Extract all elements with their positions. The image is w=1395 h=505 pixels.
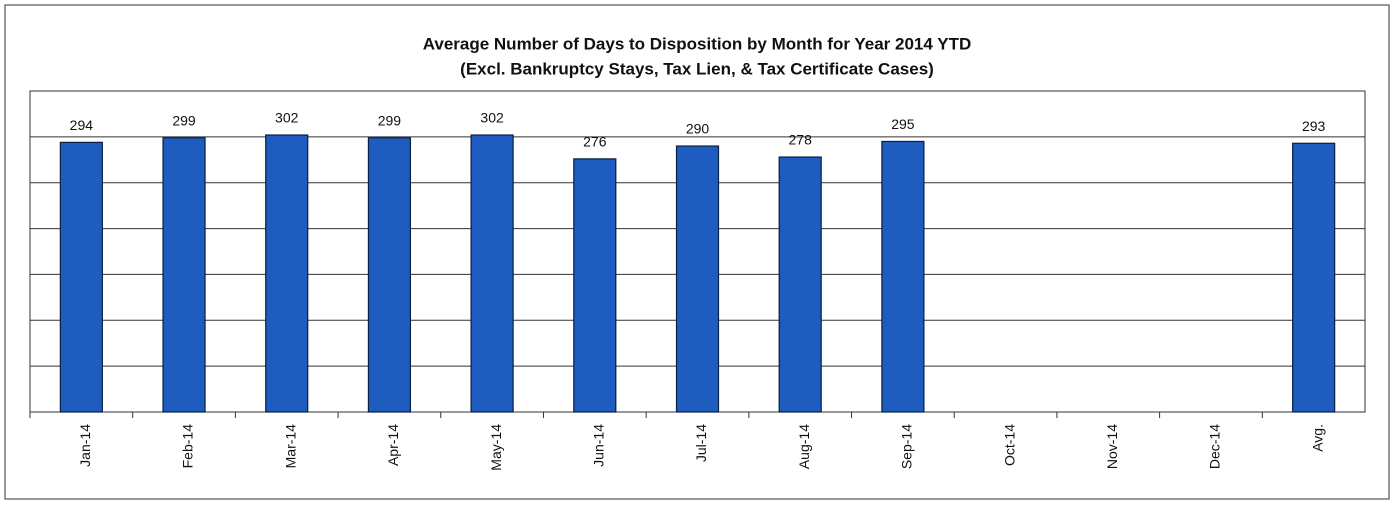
bar [59, 141, 103, 413]
chart-frame [4, 4, 1390, 500]
x-tick-label: Apr-14 [385, 424, 401, 466]
bar [573, 158, 617, 413]
x-tick-label: Dec-14 [1207, 424, 1223, 469]
data-label: 299 [172, 112, 196, 128]
x-tick-label: Aug-14 [796, 424, 812, 469]
x-tick-label: Nov-14 [1104, 424, 1120, 469]
data-label: 299 [378, 112, 402, 128]
x-tick-label: Jun-14 [591, 424, 607, 467]
data-label: 294 [70, 117, 94, 133]
x-tick-label: Oct-14 [1001, 424, 1017, 466]
x-tick-label: Mar-14 [282, 424, 298, 469]
x-tick-label: Jul-14 [693, 424, 709, 462]
chart-subtitle: (Excl. Bankruptcy Stays, Tax Lien, & Tax… [460, 59, 934, 78]
bar [265, 134, 309, 413]
x-tick-label: Feb-14 [180, 424, 196, 469]
x-tick-label: Sep-14 [899, 424, 915, 469]
x-tick-label: May-14 [488, 424, 504, 471]
x-tick-label: Jan-14 [77, 424, 93, 467]
data-label: 302 [480, 110, 504, 126]
chart-title: Average Number of Days to Disposition by… [423, 34, 972, 53]
x-tick-label: Avg. [1309, 424, 1325, 452]
data-label: 276 [583, 134, 607, 150]
data-label: 302 [275, 110, 299, 126]
bar [1292, 142, 1336, 413]
bar [881, 140, 925, 413]
data-label: 295 [891, 116, 915, 132]
bar [470, 134, 514, 413]
data-label: 293 [1302, 118, 1326, 134]
bar [675, 145, 720, 413]
bar [367, 137, 412, 413]
bar [162, 137, 206, 413]
bar [778, 156, 822, 413]
data-label: 290 [686, 121, 710, 137]
data-label: 278 [789, 132, 813, 148]
